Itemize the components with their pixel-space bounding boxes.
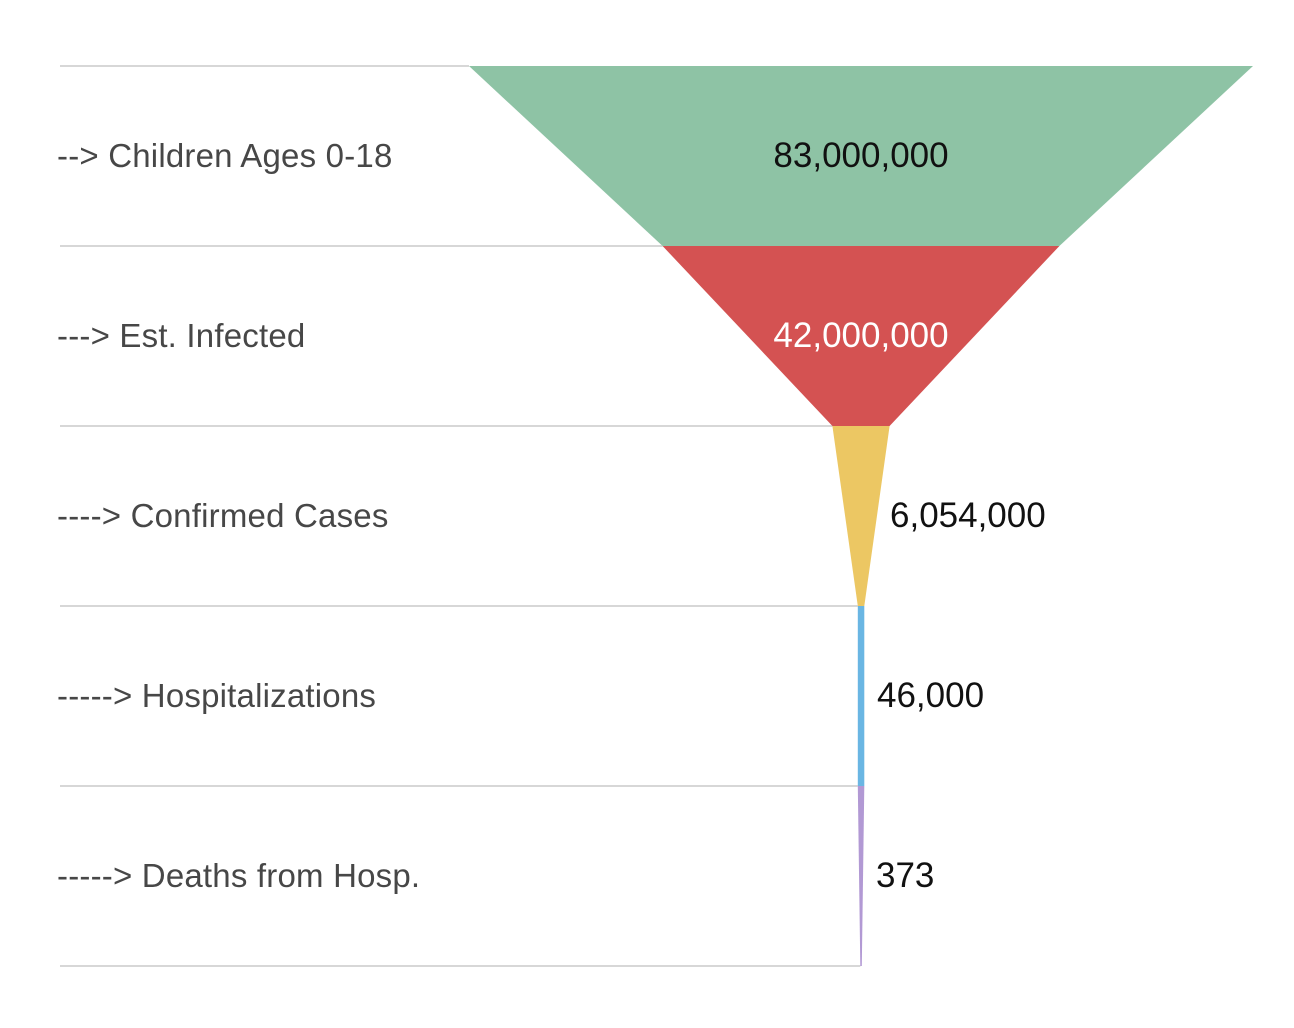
- stage-value-hospitalizations: 46,000: [877, 676, 985, 715]
- funnel-segment-children-ages[interactable]: [469, 66, 1253, 246]
- stage-label-children-ages: --> Children Ages 0-18: [57, 137, 393, 174]
- stage-label-est-infected: ---> Est. Infected: [57, 317, 306, 354]
- stage-value-deaths-from-hosp: 373: [876, 856, 935, 895]
- stage-value-confirmed-cases: 6,054,000: [890, 496, 1046, 535]
- stage-label-confirmed-cases: ----> Confirmed Cases: [57, 497, 389, 534]
- funnel-segment-est-infected[interactable]: [662, 246, 1060, 426]
- stage-label-hospitalizations: -----> Hospitalizations: [57, 677, 377, 714]
- stage-value-est-infected: 42,000,000: [773, 316, 949, 355]
- funnel-segment-hospitalizations[interactable]: [857, 606, 865, 786]
- funnel-segment-confirmed-cases[interactable]: [832, 426, 890, 606]
- stage-value-children-ages: 83,000,000: [773, 136, 949, 175]
- stage-label-deaths-from-hosp: -----> Deaths from Hosp.: [57, 857, 421, 894]
- funnel-segment-deaths-from-hosp[interactable]: [857, 786, 865, 966]
